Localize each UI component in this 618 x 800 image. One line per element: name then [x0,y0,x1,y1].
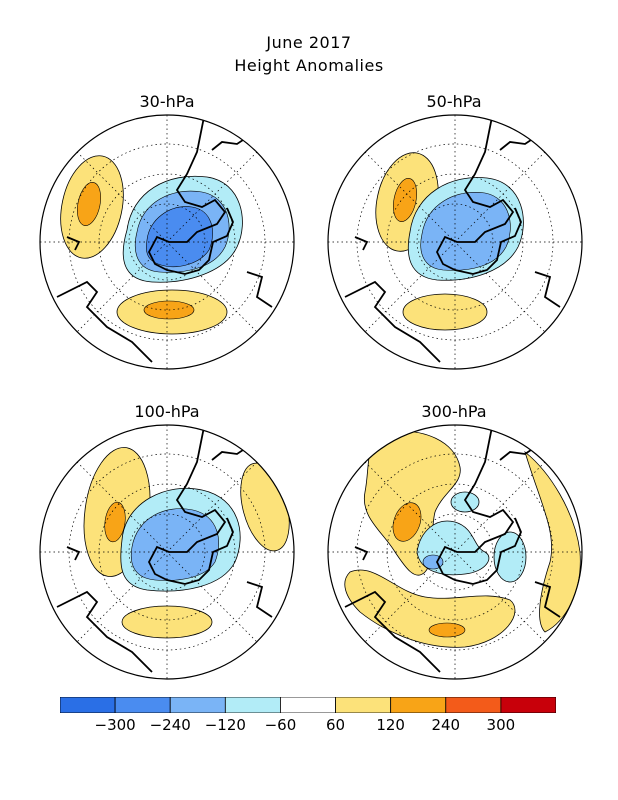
positive-anomaly [402,293,488,331]
map-subtitle: Height Anomalies [234,56,384,75]
colorbar-swatch [224,697,281,713]
colorbar-swatch [169,697,226,713]
map-title: June 2017 [266,33,352,52]
coastline [56,115,273,363]
panel-label-30hpa: 30-hPa [139,92,195,111]
negative-anomaly [420,192,511,271]
colorbar-swatch [390,697,447,713]
negative-anomaly [450,491,480,513]
map-panel-50hpa [325,112,585,372]
colorbar [60,697,556,713]
colorbar-tick-label: 240 [431,716,461,734]
colorbar-tick-label: −60 [264,716,297,734]
colorbar-tick-label: −300 [94,716,136,734]
panel-label-100hpa: 100-hPa [134,402,200,421]
positive-anomaly-core [392,502,422,542]
negative-anomaly [493,531,527,583]
positive-anomaly-core [77,182,101,226]
colorbar-swatch [335,697,392,713]
colorbar-swatch [60,697,116,713]
negative-anomaly-core [146,206,213,268]
positive-anomaly [524,450,581,633]
colorbar-swatch [280,697,336,713]
panel-label-50hpa: 50-hPa [426,92,482,111]
map-panel-300hpa [325,422,585,682]
colorbar-tick-label: 120 [376,716,405,734]
colorbar-swatch [445,697,502,713]
colorbar-swatch [114,697,171,713]
positive-anomaly [344,569,516,648]
panel-label-300hpa: 300-hPa [421,402,487,421]
colorbar-tick-label: −240 [149,716,191,734]
positive-anomaly-core [104,501,126,543]
negative-anomaly [130,508,219,581]
colorbar-swatch [500,697,556,713]
colorbar-tick-label: −120 [204,716,246,734]
map-panel-30hpa [37,112,297,372]
coastline [56,425,273,673]
map-panel-100hpa [37,422,297,682]
positive-anomaly-core [428,622,466,638]
colorbar-tick-label: 60 [326,716,346,734]
positive-anomaly-core [393,178,417,222]
colorbar-tick-label: 300 [486,716,516,734]
